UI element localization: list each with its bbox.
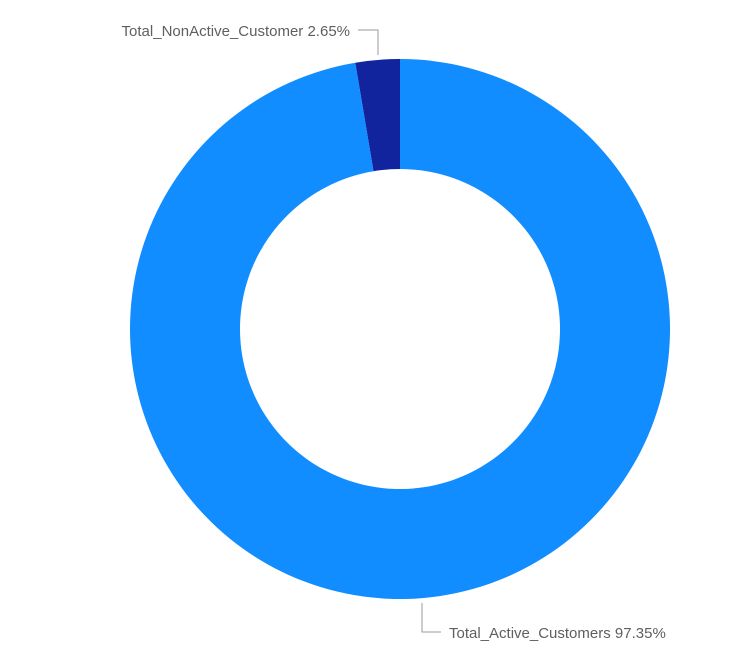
data-label-total-active-customers: Total_Active_Customers 97.35% — [449, 625, 666, 642]
slices-layer — [130, 59, 671, 599]
leader-line-total-active-customers — [421, 603, 441, 633]
leaders-layer — [358, 29, 441, 633]
leader-line-total-nonactive-customer — [358, 29, 379, 55]
slice-total-nonactive-customer[interactable] — [355, 59, 400, 172]
labels-layer: Total_NonActive_Customer 2.65% Total_Acti… — [122, 23, 666, 642]
slice-total-active-customers[interactable] — [130, 59, 671, 599]
data-label-total-nonactive-customer: Total_NonActive_Customer 2.65% — [122, 23, 350, 40]
